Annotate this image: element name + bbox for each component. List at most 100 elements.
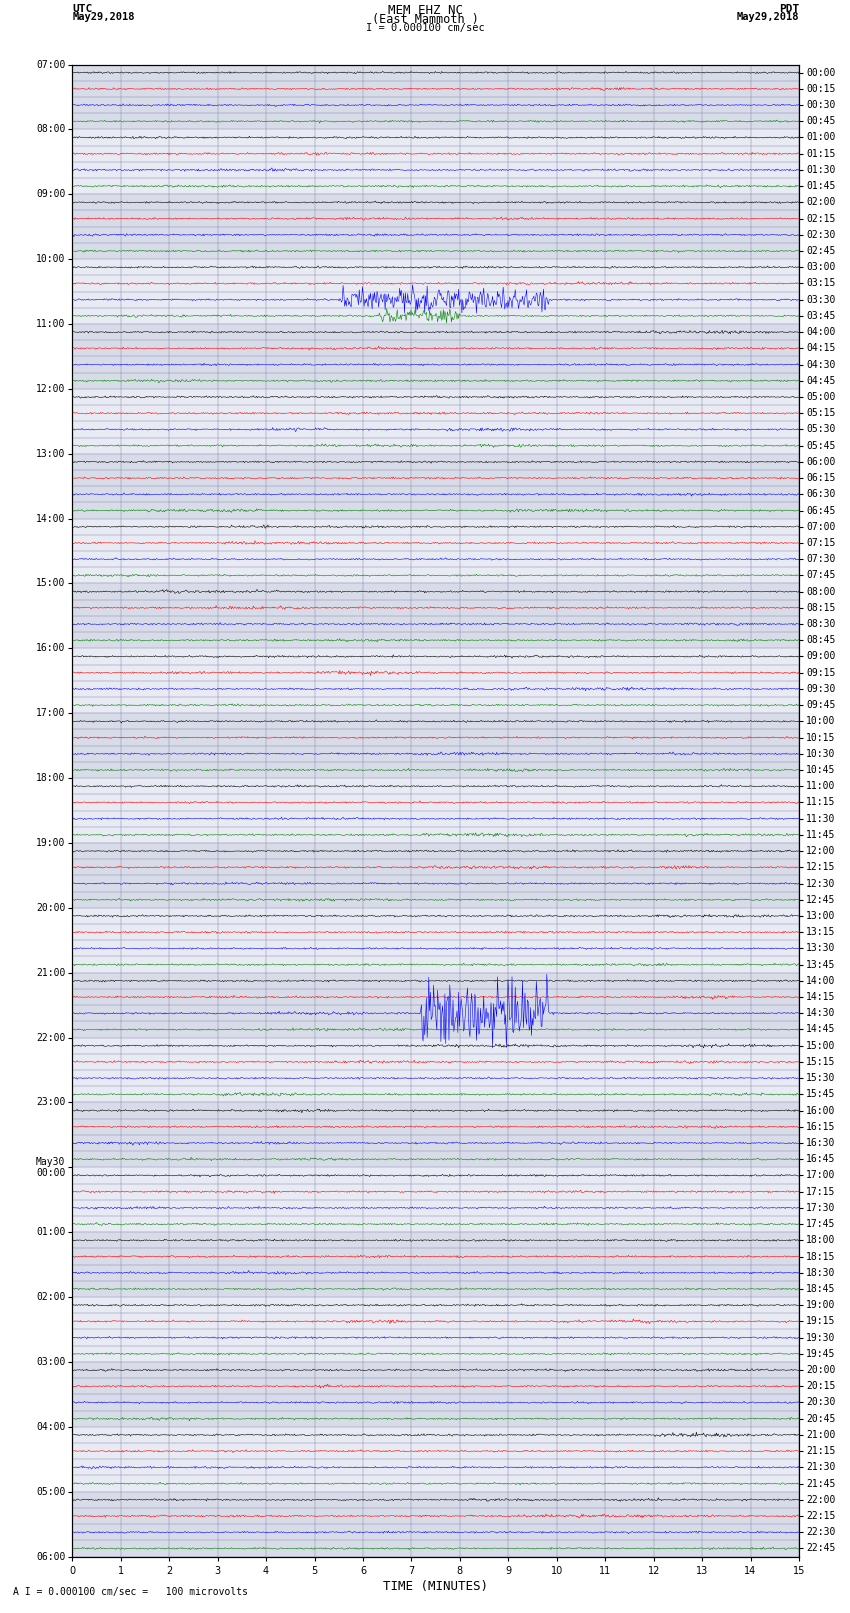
Bar: [72, 1540, 799, 1557]
Bar: [72, 616, 799, 632]
Bar: [72, 1069, 799, 1086]
Bar: [72, 989, 799, 1005]
Bar: [72, 1313, 799, 1329]
Bar: [72, 584, 799, 600]
Text: UTC: UTC: [72, 5, 93, 15]
Bar: [72, 1460, 799, 1476]
Bar: [72, 697, 799, 713]
Bar: [72, 568, 799, 584]
Bar: [72, 244, 799, 260]
Text: I = 0.000100 cm/sec: I = 0.000100 cm/sec: [366, 23, 484, 32]
Bar: [72, 1086, 799, 1102]
Bar: [72, 308, 799, 324]
Bar: [72, 113, 799, 129]
Bar: [72, 502, 799, 519]
Bar: [72, 469, 799, 486]
Bar: [72, 876, 799, 892]
Bar: [72, 161, 799, 177]
Bar: [72, 648, 799, 665]
Bar: [72, 973, 799, 989]
Bar: [72, 632, 799, 648]
Bar: [72, 437, 799, 453]
Bar: [72, 292, 799, 308]
Bar: [72, 794, 799, 811]
Bar: [72, 210, 799, 227]
Bar: [72, 405, 799, 421]
Bar: [72, 1232, 799, 1248]
X-axis label: TIME (MINUTES): TIME (MINUTES): [383, 1579, 488, 1592]
Bar: [72, 227, 799, 244]
Bar: [72, 1394, 799, 1411]
Bar: [72, 1329, 799, 1345]
Bar: [72, 65, 799, 81]
Bar: [72, 1021, 799, 1037]
Bar: [72, 1524, 799, 1540]
Bar: [72, 1345, 799, 1361]
Text: May29,2018: May29,2018: [736, 11, 799, 23]
Bar: [72, 421, 799, 437]
Bar: [72, 827, 799, 844]
Bar: [72, 777, 799, 794]
Bar: [72, 389, 799, 405]
Bar: [72, 1200, 799, 1216]
Bar: [72, 1476, 799, 1492]
Bar: [72, 908, 799, 924]
Bar: [72, 145, 799, 161]
Bar: [72, 276, 799, 292]
Text: May29,2018: May29,2018: [72, 11, 135, 23]
Bar: [72, 453, 799, 469]
Bar: [72, 844, 799, 860]
Bar: [72, 1119, 799, 1136]
Bar: [72, 373, 799, 389]
Bar: [72, 1265, 799, 1281]
Bar: [72, 1216, 799, 1232]
Bar: [72, 600, 799, 616]
Bar: [72, 129, 799, 145]
Bar: [72, 811, 799, 827]
Bar: [72, 1361, 799, 1378]
Bar: [72, 940, 799, 957]
Bar: [72, 1444, 799, 1460]
Bar: [72, 194, 799, 210]
Bar: [72, 1152, 799, 1168]
Bar: [72, 1102, 799, 1119]
Bar: [72, 681, 799, 697]
Bar: [72, 957, 799, 973]
Text: MEM EHZ NC: MEM EHZ NC: [388, 5, 462, 18]
Bar: [72, 260, 799, 276]
Bar: [72, 924, 799, 940]
Bar: [72, 1411, 799, 1428]
Bar: [72, 81, 799, 97]
Bar: [72, 97, 799, 113]
Bar: [72, 1005, 799, 1021]
Bar: [72, 665, 799, 681]
Bar: [72, 713, 799, 729]
Bar: [72, 1037, 799, 1053]
Text: (East Mammoth ): (East Mammoth ): [371, 13, 479, 26]
Bar: [72, 1297, 799, 1313]
Text: A I = 0.000100 cm/sec =   100 microvolts: A I = 0.000100 cm/sec = 100 microvolts: [13, 1587, 247, 1597]
Bar: [72, 177, 799, 194]
Bar: [72, 1248, 799, 1265]
Bar: [72, 860, 799, 876]
Bar: [72, 552, 799, 568]
Bar: [72, 1281, 799, 1297]
Bar: [72, 1168, 799, 1184]
Bar: [72, 486, 799, 502]
Bar: [72, 356, 799, 373]
Bar: [72, 1136, 799, 1152]
Bar: [72, 1378, 799, 1394]
Bar: [72, 729, 799, 745]
Text: PDT: PDT: [779, 5, 799, 15]
Bar: [72, 519, 799, 536]
Bar: [72, 340, 799, 356]
Bar: [72, 536, 799, 552]
Bar: [72, 1508, 799, 1524]
Bar: [72, 1492, 799, 1508]
Bar: [72, 1428, 799, 1444]
Bar: [72, 1184, 799, 1200]
Bar: [72, 324, 799, 340]
Bar: [72, 745, 799, 761]
Bar: [72, 892, 799, 908]
Bar: [72, 1053, 799, 1069]
